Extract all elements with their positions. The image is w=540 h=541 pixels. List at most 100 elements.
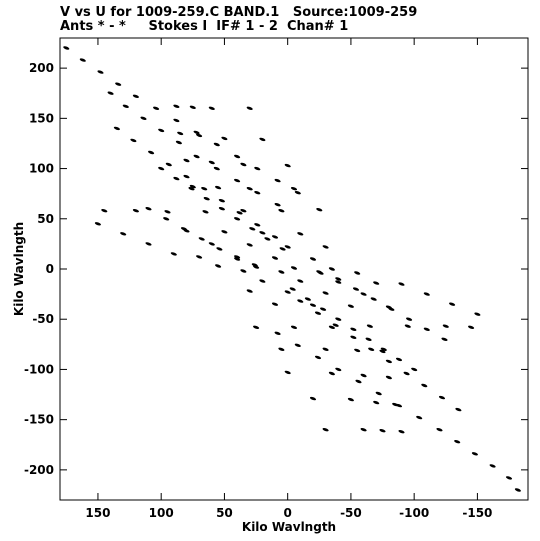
y-tick-label: 200 — [29, 61, 54, 75]
uv-point — [290, 266, 298, 270]
uv-point — [398, 282, 405, 286]
uv-point — [254, 166, 261, 171]
uv-point — [240, 269, 247, 273]
uv-point — [208, 160, 215, 165]
uv-point — [234, 257, 241, 261]
uv-point — [309, 303, 317, 307]
uv-point — [173, 104, 180, 109]
uv-point — [215, 264, 222, 268]
uv-point — [63, 46, 70, 50]
uv-point — [234, 178, 241, 183]
uv-point — [259, 137, 266, 142]
uv-point — [246, 106, 253, 111]
uv-point — [322, 291, 329, 295]
uv-point — [196, 133, 203, 138]
uv-point — [94, 222, 101, 226]
uv-point — [347, 304, 354, 308]
uv-point — [218, 206, 225, 211]
uv-point — [309, 396, 317, 401]
uv-point — [438, 395, 446, 400]
uv-point — [284, 370, 291, 375]
x-tick-label: 0 — [283, 506, 291, 520]
uv-point — [423, 327, 430, 332]
axis-ticks: 150 100 50 0 -50 -100 -150 200 150 100 50 0 -50 -100 -… — [24, 38, 528, 520]
uv-point — [218, 198, 225, 203]
uv-point — [148, 150, 155, 155]
uv-point — [246, 186, 253, 191]
uv-point — [385, 375, 392, 380]
uv-point — [189, 105, 196, 110]
uv-point — [379, 349, 386, 354]
y-tick-label: -200 — [24, 463, 54, 477]
uv-point — [354, 348, 361, 353]
uv-point — [404, 324, 411, 328]
uv-point — [189, 184, 196, 189]
y-tick-label: 50 — [37, 212, 54, 226]
uv-point — [322, 245, 329, 249]
uv-point — [505, 476, 513, 480]
uv-point — [284, 163, 291, 168]
uv-point — [130, 138, 137, 143]
uv-point — [97, 70, 104, 74]
uv-point — [240, 162, 247, 167]
y-tick-label: -150 — [24, 413, 54, 427]
uv-point — [246, 289, 253, 293]
uv-point — [347, 397, 354, 402]
uv-point — [158, 166, 165, 171]
uv-point — [183, 158, 190, 163]
y-tick-label: -50 — [32, 312, 54, 326]
uv-point — [290, 325, 298, 330]
uv-point — [278, 270, 285, 274]
uv-point — [79, 58, 86, 62]
uv-point — [421, 383, 428, 388]
uv-point — [423, 292, 430, 296]
uv-point — [107, 91, 114, 95]
uv-point — [145, 206, 152, 211]
chart-subtitle: Ants * - * Stokes I IF# 1 - 2 Chan# 1 — [60, 19, 349, 34]
uv-point — [335, 280, 342, 284]
uv-point — [360, 292, 367, 296]
uv-point — [221, 136, 228, 141]
uv-point — [193, 130, 200, 135]
uv-point — [332, 323, 339, 327]
uv-point — [328, 371, 335, 376]
uv-point — [455, 407, 462, 412]
uv-point — [398, 429, 405, 434]
uv-point — [274, 331, 281, 336]
uv-point — [289, 287, 296, 291]
uv-point — [471, 452, 478, 456]
uv-point — [368, 347, 375, 352]
uv-point — [454, 439, 461, 444]
uv-point — [297, 299, 304, 303]
uv-point — [115, 82, 122, 86]
uv-point — [215, 185, 222, 190]
uv-point — [274, 202, 281, 207]
uv-point — [388, 307, 395, 311]
uv-point — [271, 302, 279, 306]
uv-point — [294, 190, 301, 195]
uv-point — [132, 208, 139, 213]
x-tick-label: -100 — [399, 506, 429, 520]
uv-point — [213, 142, 220, 147]
uv-point — [120, 232, 127, 236]
uv-point — [203, 196, 210, 201]
uv-point — [177, 131, 184, 136]
uv-point — [198, 237, 205, 241]
uv-point — [132, 94, 139, 99]
x-tick-label: -50 — [340, 506, 362, 520]
uv-point — [411, 367, 418, 372]
uv-point — [309, 257, 317, 261]
uv-point — [290, 186, 298, 191]
uv-point — [416, 415, 423, 420]
uv-point — [173, 118, 180, 123]
uv-point — [253, 325, 260, 330]
uv-point — [164, 210, 171, 214]
uv-point — [234, 255, 241, 259]
uv-point — [201, 186, 208, 191]
y-tick-label: 150 — [29, 111, 54, 125]
uv-point — [436, 427, 443, 432]
uv-point — [406, 317, 413, 321]
uv-point — [173, 176, 180, 181]
uv-point — [140, 116, 147, 121]
uv-point — [284, 245, 291, 249]
